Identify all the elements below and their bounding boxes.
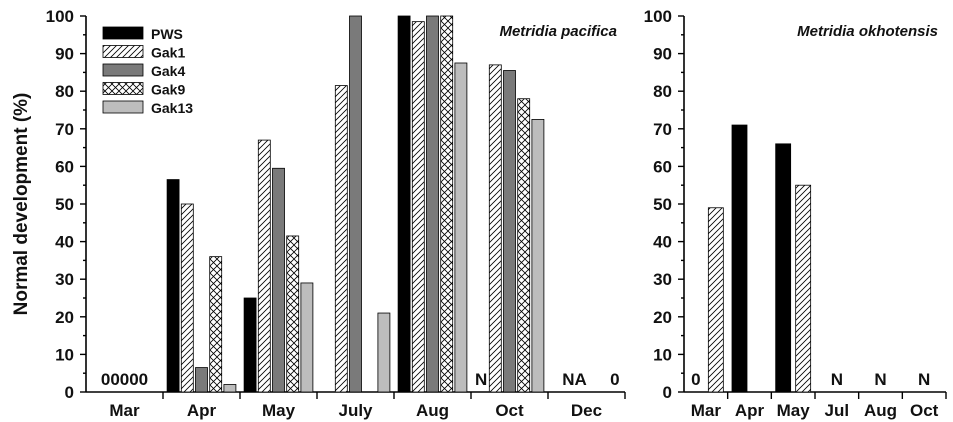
x-tick-label: May xyxy=(777,401,811,420)
y-tick-label: 80 xyxy=(55,82,74,101)
annotation-label: NA xyxy=(562,370,587,389)
legend-label: Gak4 xyxy=(151,63,185,79)
x-tick-label: Mar xyxy=(109,401,140,420)
bar-gak4-apr xyxy=(195,367,208,393)
bar-gak9-oct xyxy=(517,98,531,393)
bar-gak4-may xyxy=(272,167,285,393)
legend-label: Gak9 xyxy=(151,82,185,98)
y-tick-label: 100 xyxy=(644,7,672,26)
x-tick-label: Jul xyxy=(825,401,850,420)
x-tick-label: Aug xyxy=(864,401,897,420)
y-tick-label: 90 xyxy=(653,45,672,64)
x-tick-label: Apr xyxy=(187,401,217,420)
y-tick-label: 30 xyxy=(55,270,74,289)
bar-gak1-apr xyxy=(180,203,194,393)
bar-gak9-may xyxy=(286,235,300,393)
bar-gak1-may xyxy=(257,139,271,393)
bar-gak13-apr xyxy=(223,384,237,393)
bar-gak1-aug xyxy=(411,21,425,393)
y-tick-label: 60 xyxy=(653,157,672,176)
y-tick-label: 50 xyxy=(55,195,74,214)
bar-pws-apr xyxy=(731,124,748,393)
x-tick-label: Mar xyxy=(691,401,722,420)
annotation-label: N xyxy=(918,370,930,389)
x-tick-label: Aug xyxy=(416,401,449,420)
chart-title: Metridia okhotensis xyxy=(797,23,938,40)
y-tick-label: 70 xyxy=(55,120,74,139)
y-tick-label: 10 xyxy=(55,345,74,364)
annotation-label: N xyxy=(831,370,843,389)
annotation-label: 0 xyxy=(691,370,700,389)
bar-gak13-aug xyxy=(454,62,468,393)
y-tick-label: 20 xyxy=(55,308,74,327)
legend-swatch-gak1 xyxy=(102,45,144,58)
bar-gak1-may xyxy=(795,184,812,393)
bar-gak9-aug xyxy=(440,15,454,393)
annotation-label: 0 xyxy=(610,370,619,389)
x-tick-label: Dec xyxy=(571,401,602,420)
y-tick-label: 10 xyxy=(653,345,672,364)
bar-gak4-oct xyxy=(503,70,516,393)
x-tick-label: Oct xyxy=(495,401,524,420)
legend-swatch-gak9 xyxy=(102,82,144,95)
legend-swatch-gak4 xyxy=(102,63,144,77)
chart-title: Metridia pacifica xyxy=(499,23,617,40)
y-tick-label: 100 xyxy=(46,7,74,26)
y-tick-label: 90 xyxy=(55,45,74,64)
annotation-label: N xyxy=(874,370,886,389)
bar-gak4-aug xyxy=(426,15,439,393)
bar-gak1-mar xyxy=(707,207,724,393)
y-tick-label: 70 xyxy=(653,120,672,139)
y-tick-label: 20 xyxy=(653,308,672,327)
bar-gak13-may xyxy=(300,282,314,393)
y-tick-label: 0 xyxy=(65,383,74,402)
y-tick-label: 50 xyxy=(653,195,672,214)
y-tick-label: 30 xyxy=(653,270,672,289)
legend-swatch-gak13 xyxy=(102,100,144,114)
bar-pws-may xyxy=(243,297,257,393)
y-tick-label: 80 xyxy=(653,82,672,101)
bar-pws-may xyxy=(775,143,792,393)
bar-gak1-july xyxy=(334,85,348,393)
bar-gak13-july xyxy=(377,312,391,393)
bar-gak13-oct xyxy=(531,119,545,393)
bar-pws-apr xyxy=(166,179,180,393)
legend-label: Gak1 xyxy=(151,45,185,61)
x-tick-label: Oct xyxy=(910,401,939,420)
y-tick-label: 40 xyxy=(55,233,74,252)
annotation-label: 00000 xyxy=(101,370,148,389)
x-tick-label: May xyxy=(262,401,296,420)
y-tick-label: 40 xyxy=(653,233,672,252)
bar-gak9-apr xyxy=(209,256,223,393)
annotation-label: N xyxy=(475,370,487,389)
y-axis-label: Normal development (%) xyxy=(11,93,32,316)
x-tick-label: Apr xyxy=(735,401,765,420)
y-tick-label: 0 xyxy=(663,383,672,402)
bar-gak4-july xyxy=(349,15,362,393)
bar-gak1-oct xyxy=(488,64,502,393)
legend-label: Gak13 xyxy=(151,100,193,116)
x-tick-label: July xyxy=(338,401,373,420)
legend-swatch-pws xyxy=(102,26,144,40)
legend-label: PWS xyxy=(151,26,183,42)
bar-pws-aug xyxy=(397,15,411,393)
y-tick-label: 60 xyxy=(55,157,74,176)
